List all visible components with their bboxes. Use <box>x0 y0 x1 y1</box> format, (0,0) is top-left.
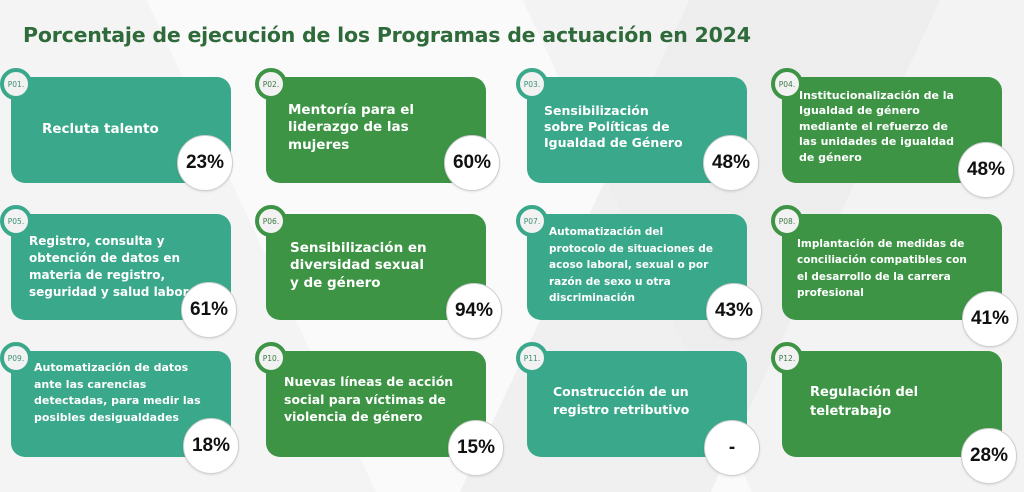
program-card-p04: P04. Institucionalización de la Igualdad… <box>771 68 1002 183</box>
program-card-p08: P08. Implantación de medidas de concilia… <box>771 205 1002 320</box>
program-percent: 61% <box>181 282 237 338</box>
program-label: Construcción de un registro retributivo <box>553 384 690 417</box>
program-code-badge: P10. <box>255 342 287 374</box>
program-code-badge: P03. <box>516 68 548 100</box>
program-label: Regulación del teletrabajo <box>810 385 919 419</box>
program-percent: 48% <box>958 142 1014 198</box>
program-code-badge: P12. <box>771 342 803 374</box>
program-card-p02: P02. Mentoría para el liderazgo de las m… <box>255 68 486 183</box>
program-code-badge: P02. <box>255 68 287 100</box>
program-code-badge: P06. <box>255 205 287 237</box>
program-card-p03: P03. Sensibilización sobre Políticas de … <box>516 68 747 183</box>
program-code-badge: P01. <box>0 68 32 100</box>
program-card-p09: P09. Automatización de datos ante las ca… <box>0 342 231 457</box>
program-percent: 18% <box>183 418 239 474</box>
program-percent: 94% <box>446 283 502 339</box>
program-percent: 41% <box>962 291 1018 347</box>
program-label: Sensibilización en diversidad sexual y d… <box>290 240 427 291</box>
program-code-badge: P07. <box>516 205 548 237</box>
program-label: Sensibilización sobre Políticas de Igual… <box>544 103 683 150</box>
program-label: Implantación de medidas de conciliación … <box>797 238 967 299</box>
program-percent: 43% <box>706 283 762 339</box>
program-label: Recluta talento <box>42 121 159 137</box>
program-code-badge: P09. <box>0 342 32 374</box>
program-percent: 28% <box>961 428 1017 484</box>
page-title: Porcentaje de ejecución de los Programas… <box>23 23 751 47</box>
program-code-badge: P05. <box>0 205 32 237</box>
program-percent: 15% <box>448 420 504 476</box>
program-percent: 48% <box>703 135 759 191</box>
program-label: Registro, consulta y obtención de datos … <box>29 234 189 300</box>
program-percent: - <box>704 420 760 476</box>
program-code-badge: P11. <box>516 342 548 374</box>
program-code-badge: P04. <box>771 68 803 100</box>
program-percent: 23% <box>177 135 233 191</box>
program-label: Institucionalización de la Igualdad de g… <box>799 89 955 164</box>
program-card-p06: P06. Sensibilización en diversidad sexua… <box>255 205 486 320</box>
program-label: Mentoría para el liderazgo de las mujere… <box>288 102 415 153</box>
program-percent: 60% <box>444 135 500 191</box>
program-label: Nuevas líneas de acción social para víct… <box>284 374 454 424</box>
program-label: Automatización de datos ante las carenci… <box>34 361 201 424</box>
program-code-badge: P08. <box>771 205 803 237</box>
program-label: Automatización del protocolo de situacio… <box>549 226 713 305</box>
